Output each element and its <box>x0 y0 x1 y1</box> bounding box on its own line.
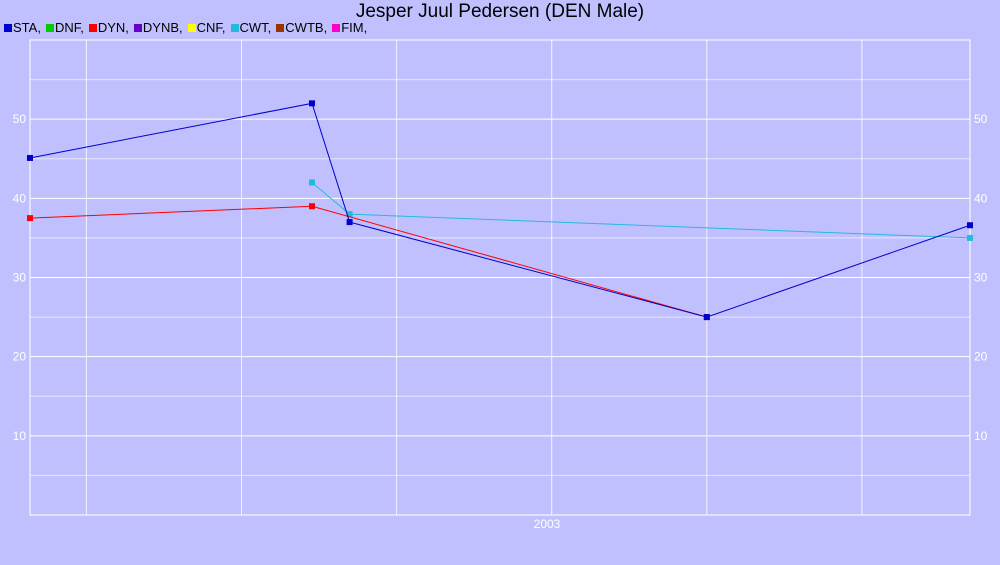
y-tick-label-left: 30 <box>13 271 27 285</box>
legend-item-dynb: DYNB, <box>133 20 183 35</box>
data-point-sta <box>27 154 33 161</box>
legend-item-sta: STA, <box>4 21 41 35</box>
legend-item-cwtb: CWTB, <box>276 21 327 35</box>
legend-swatch <box>230 24 239 32</box>
data-point-sta <box>309 100 315 107</box>
legend-label: CNF, <box>196 20 226 35</box>
x-tick-label: 2003 <box>534 517 561 531</box>
legend-swatch <box>187 24 196 32</box>
legend-swatch <box>45 24 54 32</box>
y-tick-label-right: 10 <box>974 429 988 443</box>
legend-item-fim: FIM, <box>332 21 367 35</box>
legend-label: CWT, <box>239 20 272 35</box>
y-tick-label-left: 40 <box>13 191 27 205</box>
legend-label: CWTB, <box>285 20 328 35</box>
y-tick-label-left: 50 <box>13 112 27 126</box>
legend-label: DYNB, <box>142 20 183 35</box>
legend-swatch <box>332 24 341 32</box>
legend-label: FIM, <box>341 20 368 35</box>
data-point-dyn <box>309 203 315 210</box>
y-tick-label-left: 10 <box>13 429 27 443</box>
y-tick-label-right: 50 <box>974 112 988 126</box>
legend-swatch <box>88 24 97 32</box>
legend-item-cnf: CNF, <box>187 20 226 35</box>
data-point-sta <box>967 222 973 229</box>
series-line-sta <box>29 102 971 318</box>
y-tick-label-right: 20 <box>974 350 988 364</box>
legend-item-dnf: DNF, <box>45 20 84 35</box>
legend: STA, DNF, DYN, DYNB, CNF, CWT, CWTB, FIM, <box>4 21 372 35</box>
legend-swatch <box>276 24 285 32</box>
y-tick-label-right: 30 <box>974 271 988 285</box>
series-line-cwt <box>311 182 971 239</box>
legend-label: STA, <box>13 20 41 35</box>
data-point-dyn <box>27 215 33 222</box>
data-point-sta <box>346 219 353 226</box>
legend-label: DNF, <box>54 20 84 35</box>
y-tick-label-left: 20 <box>13 350 27 364</box>
legend-item-cwt: CWT, <box>230 20 272 35</box>
legend-swatch <box>4 24 12 32</box>
data-point-cwt <box>309 179 315 186</box>
chart-title: Jesper Juul Pedersen (DEN Male) <box>355 1 645 22</box>
data-point-cwt <box>967 234 973 241</box>
data-point-cwt <box>346 211 353 218</box>
series-line-dyn <box>29 205 707 318</box>
legend-swatch <box>133 24 142 32</box>
data-point-sta <box>703 314 710 321</box>
y-tick-label-right: 40 <box>974 191 988 205</box>
legend-item-dyn: DYN, <box>88 20 129 35</box>
legend-label: DYN, <box>97 20 129 35</box>
